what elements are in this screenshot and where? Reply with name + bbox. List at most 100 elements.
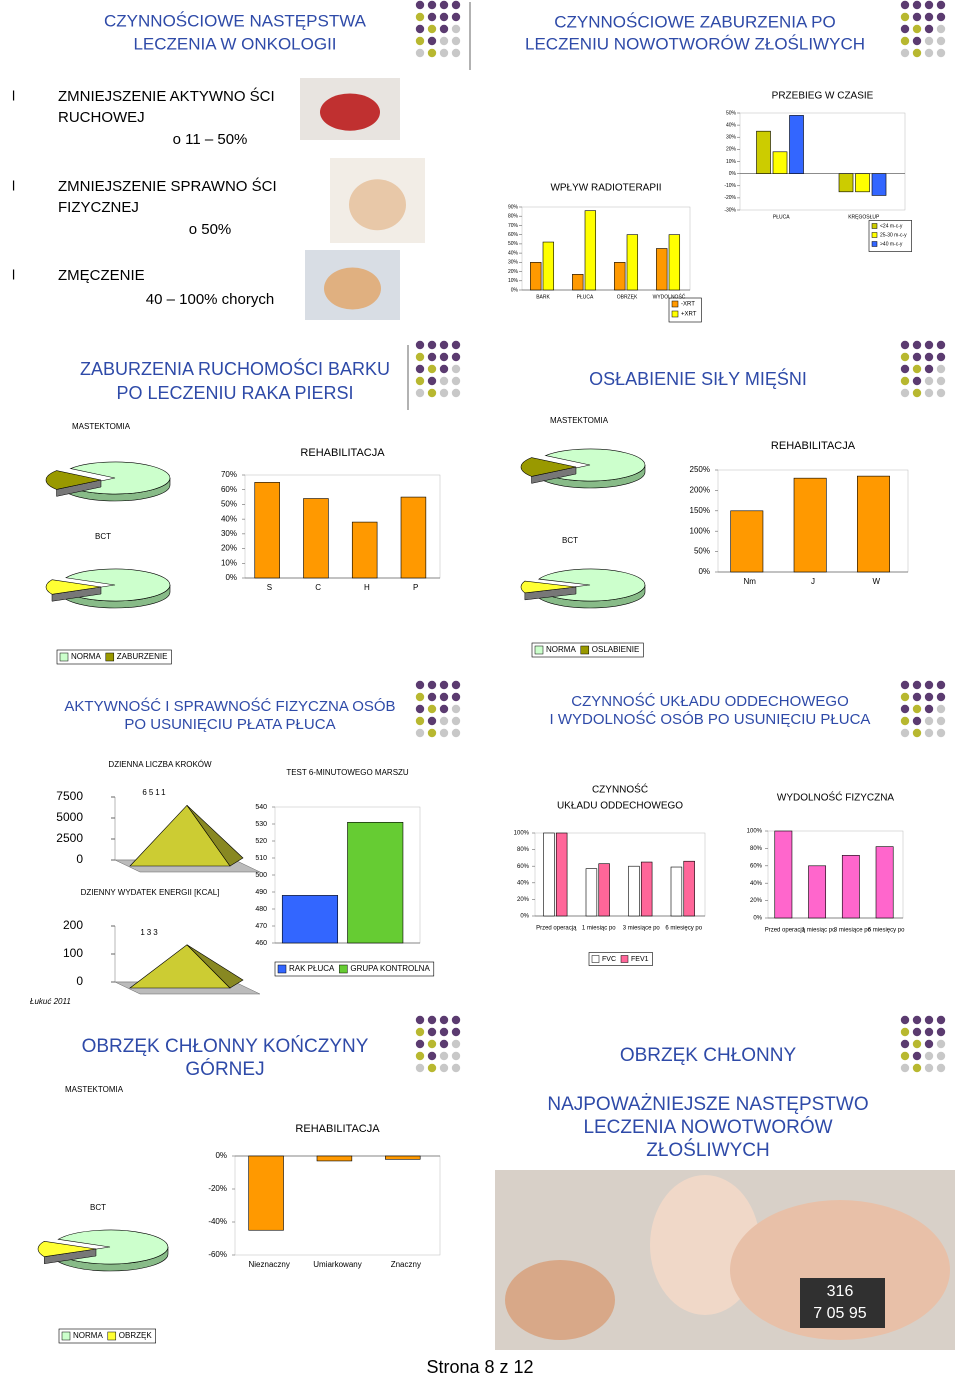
decor-dot bbox=[924, 0, 934, 10]
decor-dot bbox=[924, 48, 934, 58]
y-tick-label: 460 bbox=[255, 940, 267, 947]
bar bbox=[254, 482, 280, 579]
y-tick-label: 100% bbox=[690, 526, 710, 535]
item-text: RUCHOWEJ bbox=[58, 109, 145, 126]
decor-dot bbox=[912, 680, 922, 690]
x-tick-label: 3 miesiące po bbox=[623, 926, 661, 932]
decor-dot bbox=[936, 36, 946, 46]
y-tick-label: 20% bbox=[221, 544, 237, 553]
x-tick-label: 6 miesięcy po bbox=[665, 926, 702, 932]
bullet: l bbox=[12, 178, 15, 194]
x-tick-label: BARK bbox=[536, 294, 550, 300]
bar bbox=[614, 262, 626, 291]
decor-dot bbox=[439, 716, 449, 726]
y-tick-label: 30% bbox=[221, 529, 237, 538]
decor-dot bbox=[427, 1063, 437, 1073]
slide-title: GÓRNEJ bbox=[185, 1058, 264, 1080]
decor-dot bbox=[924, 716, 934, 726]
decor-dot bbox=[900, 352, 910, 362]
slide-subtitle: NAJPOWAŻNIEJSZE NASTĘPSTWO bbox=[547, 1094, 868, 1115]
decor-dot bbox=[439, 704, 449, 714]
decor-dot bbox=[415, 0, 425, 10]
decor-dot bbox=[936, 704, 946, 714]
item-text: ZMNIEJSZENIE AKTYWNO ŚCI bbox=[58, 87, 275, 105]
x-tick-label: PŁUCA bbox=[773, 214, 790, 220]
legend-label: OSLABIENIE bbox=[592, 645, 640, 654]
photo-detail bbox=[730, 1200, 950, 1340]
decor-dot bbox=[415, 1051, 425, 1061]
decor-dot bbox=[415, 692, 425, 702]
decor-dot bbox=[900, 692, 910, 702]
y-tick-label: 0% bbox=[698, 567, 710, 576]
value-label: 133 bbox=[140, 928, 159, 937]
decor-dot bbox=[451, 352, 461, 362]
y-tick-label: 60% bbox=[750, 863, 763, 869]
decor-dot bbox=[451, 388, 461, 398]
legend-swatch bbox=[671, 310, 679, 318]
decor-dot bbox=[415, 364, 425, 374]
decor-dot bbox=[415, 680, 425, 690]
decor-dot bbox=[912, 716, 922, 726]
decor-dot bbox=[900, 704, 910, 714]
legend-label: OBRZĘK bbox=[119, 1331, 153, 1340]
photo-sign bbox=[800, 1278, 885, 1328]
decor-dot bbox=[427, 388, 437, 398]
legend-swatch bbox=[620, 955, 629, 963]
y-tick-label: 80% bbox=[517, 847, 530, 853]
chart-title: REHABILITACJA bbox=[295, 1123, 380, 1135]
y-tick-label: 470 bbox=[255, 923, 267, 930]
slide-title: LECZENIU NOWOTWORÓW ZŁOŚLIWYCH bbox=[525, 34, 865, 53]
decor-dot bbox=[924, 24, 934, 34]
bar bbox=[303, 498, 329, 579]
decor-dot bbox=[912, 1015, 922, 1025]
decor-dot bbox=[451, 36, 461, 46]
page-number: Strona 8 z 12 bbox=[426, 1357, 533, 1377]
bar bbox=[626, 234, 639, 291]
x-tick-label: 1 miesiąc po bbox=[802, 928, 836, 934]
y-tick-label: -60% bbox=[208, 1250, 227, 1259]
decor-dot bbox=[451, 340, 461, 350]
y-tick-label: 40% bbox=[221, 514, 237, 523]
legend-label: NORMA bbox=[546, 645, 576, 654]
bar bbox=[857, 475, 890, 573]
decor-dot bbox=[439, 1051, 449, 1061]
legend-swatch bbox=[339, 964, 348, 974]
y-tick-label: 200% bbox=[690, 486, 710, 495]
pyramid-side bbox=[186, 944, 244, 989]
y-tick-label: 40% bbox=[726, 122, 737, 128]
legend-swatch bbox=[107, 1331, 117, 1341]
decor-dot bbox=[936, 352, 946, 362]
pyramid-side bbox=[186, 805, 244, 867]
y-tick-label: 0% bbox=[225, 573, 237, 582]
decor-dot bbox=[439, 376, 449, 386]
y-tick-label: 90% bbox=[508, 204, 519, 210]
x-tick-label: Przed operacją bbox=[765, 928, 806, 934]
y-tick-label: 510 bbox=[255, 855, 267, 862]
decor-dot bbox=[427, 1051, 437, 1061]
decor-dot bbox=[900, 340, 910, 350]
decor-dot bbox=[936, 12, 946, 22]
x-tick-label: Nieznaczny bbox=[248, 1260, 289, 1269]
chart-title: UKŁADU ODDECHOWEGO bbox=[557, 801, 683, 812]
bar bbox=[875, 846, 894, 919]
decor-dot bbox=[415, 1039, 425, 1049]
decor-dot bbox=[912, 0, 922, 10]
decor-dot bbox=[427, 36, 437, 46]
slide-title: AKTYWNOŚĆ I SPRAWNOŚĆ FIZYCZNA OSÓB bbox=[64, 697, 395, 715]
decor-dot bbox=[936, 0, 946, 10]
decor-dot bbox=[912, 1063, 922, 1073]
pie-label: MASTEKTOMIA bbox=[550, 416, 609, 425]
decor-dot bbox=[912, 1027, 922, 1037]
slide-title: OBRZĘK CHŁONNY bbox=[620, 1045, 797, 1066]
x-tick-label: OBRZĘK bbox=[617, 294, 638, 300]
x-tick-label: H bbox=[364, 583, 370, 592]
decor-dot bbox=[936, 1015, 946, 1025]
bar bbox=[400, 496, 427, 579]
x-tick-label: Umiarkowany bbox=[313, 1260, 361, 1269]
legend-label: <24 m-c-y bbox=[880, 223, 903, 229]
y-tick-label: 20% bbox=[750, 898, 763, 904]
pie-label: BCT bbox=[90, 1203, 106, 1212]
x-tick-label: Znaczny bbox=[391, 1260, 421, 1269]
decor-dot bbox=[439, 364, 449, 374]
bar bbox=[555, 832, 568, 917]
